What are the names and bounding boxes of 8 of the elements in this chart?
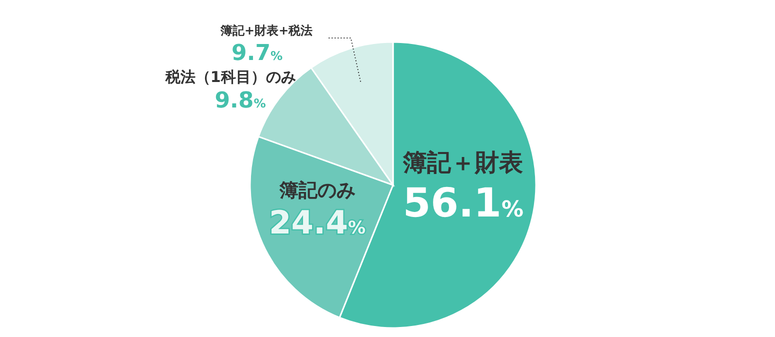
data-label: 56.1% [402,180,524,227]
slice-label: 簿記＋財表 [402,148,524,177]
data-label: 9.7% [232,40,283,66]
data-label: 24.4% [269,203,366,242]
slice-label: 簿記のみ [278,179,356,202]
slice-label: 税法（1科目）のみ [164,68,296,86]
slice-label: 簿記+財表+税法 [220,24,313,38]
data-label: 9.8% [214,88,266,114]
